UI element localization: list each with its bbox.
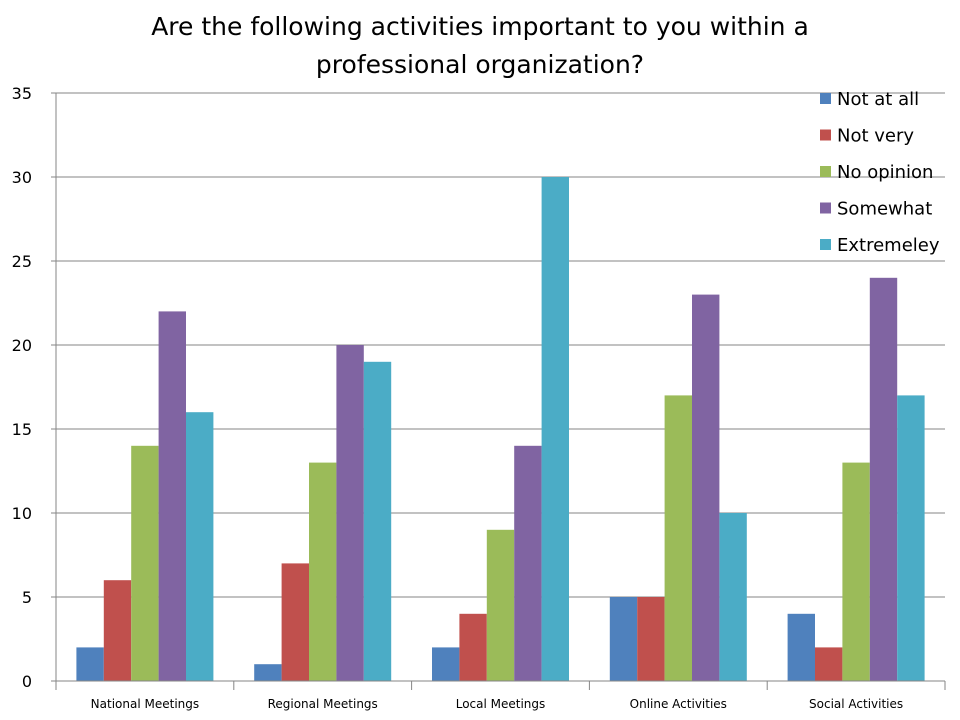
bar <box>459 613 487 681</box>
bar <box>719 513 747 681</box>
x-tick-label: Regional Meetings <box>268 697 378 711</box>
bar <box>363 361 392 681</box>
bar <box>869 277 898 681</box>
legend-swatch <box>820 202 831 214</box>
bar <box>432 647 460 681</box>
bar <box>815 647 843 681</box>
chart-title: Are the following activities important t… <box>0 8 960 84</box>
bar <box>787 613 815 681</box>
axes: 0 5 10 15 20 25 30 35 National Meetings Regional … <box>12 84 946 711</box>
bar <box>281 563 309 681</box>
bar <box>637 597 665 681</box>
y-tick-label: 5 <box>22 588 32 607</box>
bars <box>76 177 925 681</box>
y-tick-label: 10 <box>12 504 32 523</box>
chart-title-line-2: professional organization? <box>315 50 645 79</box>
bar <box>609 597 638 681</box>
bar <box>131 445 159 681</box>
legend-label: Somewhat <box>837 199 932 220</box>
bar <box>486 529 515 681</box>
x-tick-label: Online Activities <box>630 697 727 711</box>
y-tick-label: 25 <box>12 252 32 271</box>
legend-label: Extremeley <box>837 235 940 256</box>
bar <box>664 395 692 681</box>
x-tick-label: Social Activities <box>809 697 903 711</box>
chart-title-line-1: Are the following activities important t… <box>151 12 809 41</box>
bar <box>76 647 104 681</box>
bar <box>514 445 542 681</box>
y-tick-label: 20 <box>12 336 32 355</box>
x-tick-label: National Meetings <box>91 697 199 711</box>
bar <box>336 345 364 681</box>
y-tick-label: 15 <box>12 420 32 439</box>
legend-swatch <box>820 93 831 104</box>
legend-swatch <box>820 129 831 141</box>
legend-label: Not very <box>837 126 914 147</box>
y-tick-label: 0 <box>22 672 32 691</box>
bar <box>186 412 214 681</box>
x-tick-label: Local Meetings <box>456 697 546 711</box>
legend: Not at all Not very No opinion Somewhat Extr… <box>820 89 940 256</box>
y-tick-label: 35 <box>12 84 32 103</box>
bar <box>103 580 132 681</box>
bar <box>897 395 925 681</box>
bar <box>309 462 337 681</box>
bar <box>254 664 282 681</box>
legend-label: Not at all <box>837 89 919 110</box>
bar <box>158 311 186 681</box>
bar <box>842 462 870 681</box>
legend-label: No opinion <box>837 162 933 183</box>
bar <box>692 294 720 681</box>
legend-swatch <box>820 239 831 250</box>
legend-swatch <box>820 166 831 177</box>
y-tick-label: 30 <box>12 168 32 187</box>
bar <box>541 177 569 681</box>
